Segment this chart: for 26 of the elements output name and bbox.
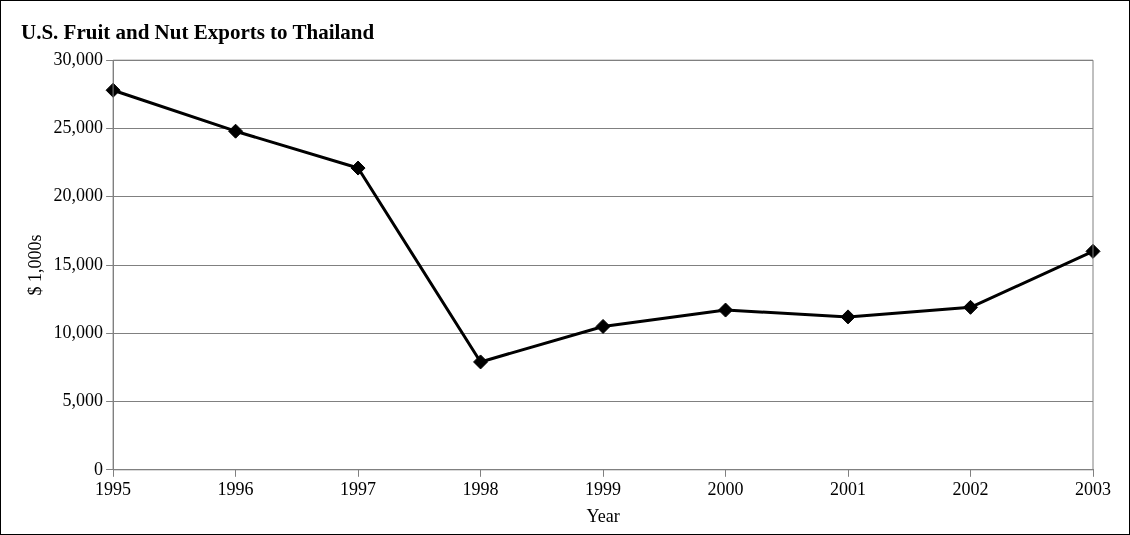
x-tick-label: 1999 (585, 479, 622, 500)
y-axis-title: $ 1,000s (24, 234, 45, 296)
point (228, 123, 244, 139)
x-tick-label: 1997 (340, 479, 377, 500)
x-axis-title: Year (586, 505, 620, 526)
y-tick-label: 10,000 (53, 322, 104, 342)
point (963, 299, 979, 315)
y-tick-label: 0 (94, 458, 104, 479)
y-tick-label: 25,000 (53, 117, 104, 138)
y-tick-label: 20,000 (53, 185, 104, 206)
x-tick-label: 1998 (462, 479, 499, 500)
x-tick-label: 2002 (952, 479, 989, 500)
y-tick-label: 5,000 (62, 390, 104, 411)
x-tick-label: 2003 (1075, 479, 1111, 500)
point (350, 160, 366, 176)
y-tick-label: 30,000 (53, 48, 104, 69)
point (595, 318, 611, 334)
y-tick-label: 15,000 (53, 253, 104, 274)
x-tick-label: 2000 (707, 479, 744, 500)
point (473, 354, 489, 370)
point (718, 302, 734, 318)
x-tick-label: 1996 (217, 479, 254, 500)
chart-title: U.S. Fruit and Nut Exports to Thailand (21, 20, 375, 45)
x-tick-label: 2001 (830, 479, 867, 500)
point (840, 309, 856, 325)
x-tick-label: 1995 (95, 479, 132, 500)
